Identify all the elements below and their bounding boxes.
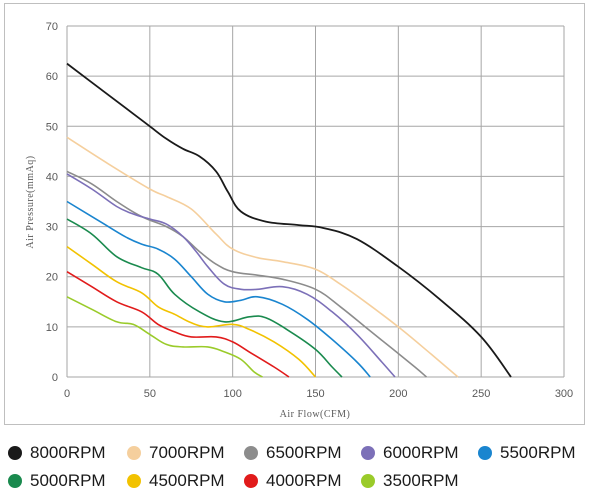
y-tick-label: 60 <box>46 71 58 83</box>
y-tick-label: 30 <box>46 222 58 234</box>
legend-label: 6000RPM <box>383 443 459 462</box>
x-tick-label: 200 <box>389 388 407 400</box>
y-tick-label: 40 <box>46 171 58 183</box>
legend-label: 4500RPM <box>149 471 225 490</box>
legend-swatch <box>244 474 258 488</box>
series-line-5500rpm <box>66 200 371 378</box>
legend-item-3500rpm: 3500RPM <box>361 470 459 492</box>
x-tick-label: 50 <box>144 388 156 400</box>
legend-item-5000rpm: 5000RPM <box>8 470 106 492</box>
x-tick-label: 150 <box>306 388 324 400</box>
legend-item-8000rpm: 8000RPM <box>8 442 106 464</box>
legend-label: 3500RPM <box>383 471 459 490</box>
legend-swatch <box>8 474 22 488</box>
legend-label: 5500RPM <box>500 443 576 462</box>
x-tick-label: 0 <box>64 388 70 400</box>
series-line-7000rpm <box>66 136 459 378</box>
legend-swatch <box>127 446 141 460</box>
x-tick-label: 100 <box>223 388 241 400</box>
chart-frame <box>4 3 585 425</box>
series-lines <box>66 62 512 378</box>
legend-item-6000rpm: 6000RPM <box>361 442 459 464</box>
legend-label: 4000RPM <box>266 471 342 490</box>
legend-swatch <box>244 446 258 460</box>
legend-swatch <box>361 474 375 488</box>
legend-swatch <box>127 474 141 488</box>
air-pressure-chart: 0 50 100 150 200 250 300 0 10 20 30 40 50 60 70 Air Fl… <box>25 21 573 420</box>
y-tick-label: 70 <box>46 21 58 33</box>
series-line-8000rpm <box>66 62 512 378</box>
y-tick-label: 50 <box>46 121 58 133</box>
series-line-6500rpm <box>66 170 428 378</box>
series-line-5000rpm <box>66 218 343 378</box>
legend-label: 5000RPM <box>30 471 106 490</box>
legend-item-6500rpm: 6500RPM <box>244 442 342 464</box>
legend-label: 8000RPM <box>30 443 106 462</box>
legend-swatch <box>361 446 375 460</box>
series-line-4500rpm <box>66 245 317 378</box>
y-tick-label: 0 <box>52 372 58 384</box>
legend-item-4000rpm: 4000RPM <box>244 470 342 492</box>
legend-label: 7000RPM <box>149 443 225 462</box>
y-axis-label: Air Pressure(mmAq) <box>25 155 36 248</box>
y-tick-label: 10 <box>46 322 58 334</box>
x-axis-label: Air Flow(CFM) <box>280 409 351 420</box>
legend-label: 6500RPM <box>266 443 342 462</box>
legend-item-4500rpm: 4500RPM <box>127 470 225 492</box>
tick-labels: 0 50 100 150 200 250 300 0 10 20 30 40 50 60 70 <box>46 21 573 400</box>
series-line-4000rpm <box>66 271 290 378</box>
x-tick-label: 300 <box>555 388 573 400</box>
legend-swatch <box>8 446 22 460</box>
series-line-6000rpm <box>66 173 396 378</box>
x-tick-label: 250 <box>472 388 490 400</box>
legend-item-7000rpm: 7000RPM <box>127 442 225 464</box>
legend-item-5500rpm: 5500RPM <box>478 442 576 464</box>
y-tick-label: 20 <box>46 272 58 284</box>
legend-swatch <box>478 446 492 460</box>
grid <box>66 25 565 378</box>
series-line-3500rpm <box>66 296 263 378</box>
